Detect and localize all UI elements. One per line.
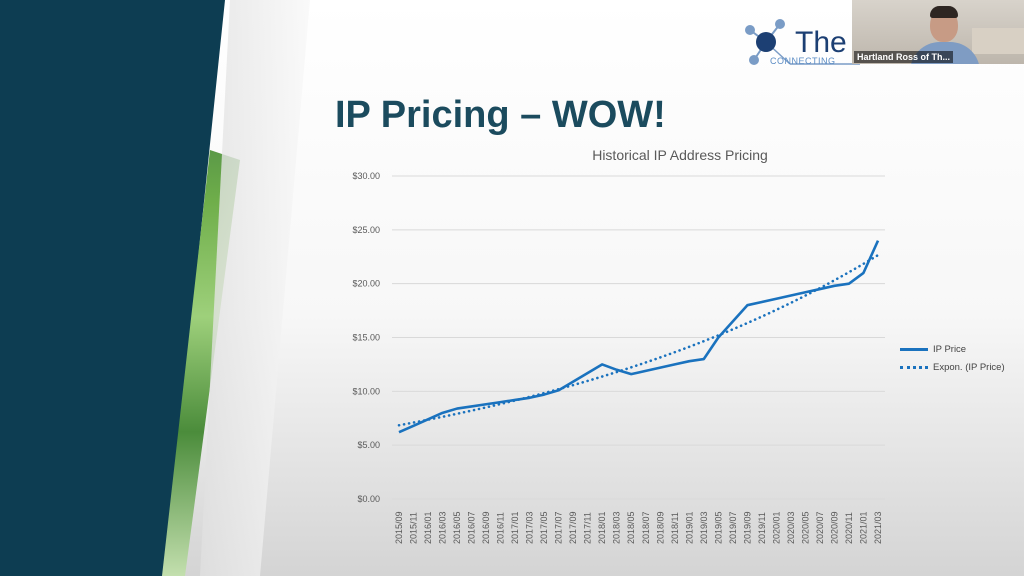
x-tick-label: 2019/07	[728, 511, 738, 544]
x-tick-label: 2016/01	[423, 511, 433, 544]
x-tick-label: 2018/07	[641, 511, 651, 544]
x-tick-label: 2020/07	[815, 511, 825, 544]
x-tick-label: 2020/05	[800, 511, 810, 544]
y-tick-label: $20.00	[352, 279, 380, 289]
x-tick-label: 2019/03	[699, 511, 709, 544]
x-tick-label: 2018/01	[597, 511, 607, 544]
series-ip-price-line	[398, 240, 880, 434]
y-tick-label: $10.00	[352, 386, 380, 396]
video-thumbnail[interactable]: Hartland Ross of Th...	[852, 0, 1024, 64]
x-tick-label: 2018/03	[612, 511, 622, 544]
legend-swatch-dotted	[900, 365, 928, 369]
legend-label: Expon. (IP Price)	[933, 361, 1005, 373]
x-tick-label: 2019/05	[713, 511, 723, 544]
y-tick-label: $5.00	[357, 440, 380, 450]
x-tick-label: 2019/09	[742, 511, 752, 544]
x-tick-label: 2015/09	[394, 511, 404, 544]
x-tick-label: 2017/09	[568, 511, 578, 544]
x-tick-label: 2016/11	[496, 512, 506, 544]
series-expon-trendline	[397, 253, 880, 427]
legend-swatch-solid	[900, 347, 928, 351]
slide-title: IP Pricing – WOW!	[335, 94, 666, 136]
x-tick-label: 2016/09	[481, 511, 491, 544]
x-tick-label: 2019/11	[757, 512, 767, 544]
chart-title: Historical IP Address Pricing	[592, 147, 768, 163]
x-tick-label: 2020/03	[786, 511, 796, 544]
x-tick-label: 2016/07	[467, 511, 477, 544]
x-tick-label: 2021/01	[858, 511, 868, 544]
x-tick-label: 2018/11	[670, 512, 680, 544]
x-tick-label: 2017/07	[554, 511, 564, 544]
participant-name: Hartland Ross of Th...	[854, 51, 954, 63]
video-background-desk	[972, 28, 1024, 54]
x-tick-label: 2016/05	[452, 511, 462, 544]
x-tick-label: 2018/05	[626, 511, 636, 544]
x-tick-label: 2015/11	[409, 512, 419, 544]
legend-item-trendline: Expon. (IP Price)	[900, 358, 1005, 376]
logo-subtitle: CONNECTING	[770, 56, 836, 66]
x-tick-label: 2020/11	[844, 512, 854, 544]
x-tick-label: 2018/09	[655, 511, 665, 544]
x-tick-label: 2016/03	[438, 511, 448, 544]
x-tick-label: 2021/03	[873, 511, 883, 544]
logo-text: The I	[795, 26, 864, 59]
legend-item-ip-price: IP Price	[900, 340, 1005, 358]
participant-hair	[930, 6, 958, 18]
x-tick-label: 2017/03	[525, 511, 535, 544]
network-logo-icon	[745, 19, 860, 65]
x-tick-label: 2019/01	[684, 511, 694, 544]
x-tick-label: 2017/11	[583, 512, 593, 544]
x-tick-label: 2020/09	[829, 511, 839, 544]
x-tick-label: 2017/01	[510, 511, 520, 544]
y-tick-label: $0.00	[357, 494, 380, 504]
chart-legend: IP Price Expon. (IP Price)	[900, 340, 1005, 376]
x-tick-label: 2020/01	[771, 511, 781, 544]
y-tick-label: $30.00	[352, 171, 380, 181]
x-tick-label: 2017/05	[539, 511, 549, 544]
y-tick-label: $25.00	[352, 225, 380, 235]
y-tick-label: $15.00	[352, 333, 380, 343]
legend-label: IP Price	[933, 343, 967, 355]
